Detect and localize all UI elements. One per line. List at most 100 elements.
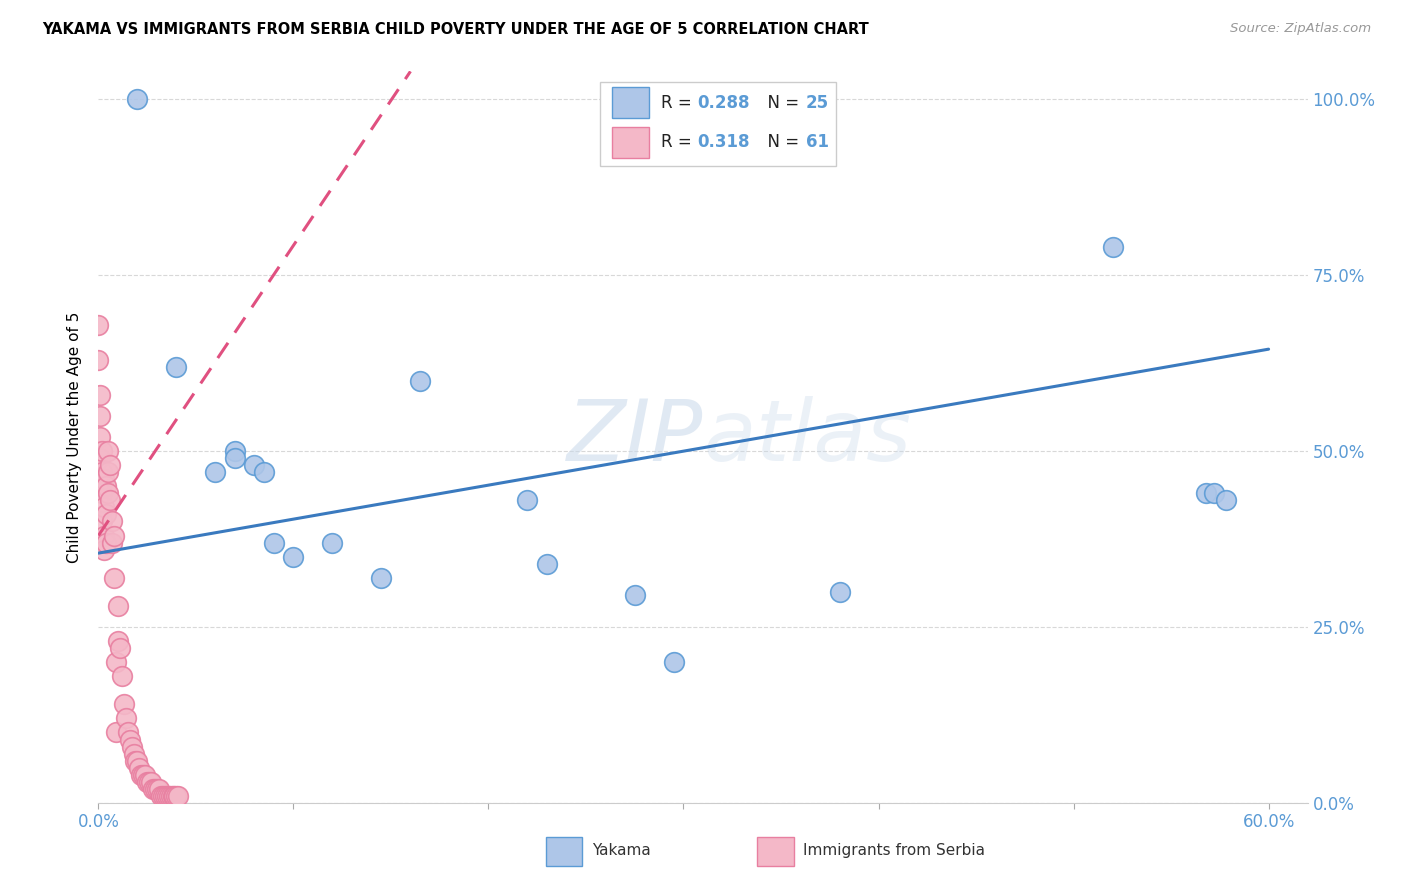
Text: 0.288: 0.288 bbox=[697, 94, 749, 112]
Point bbox=[121, 739, 143, 754]
Point bbox=[118, 732, 141, 747]
Point bbox=[108, 641, 131, 656]
Point bbox=[91, 515, 114, 529]
Point bbox=[159, 789, 181, 803]
FancyBboxPatch shape bbox=[758, 838, 794, 866]
Point bbox=[103, 528, 125, 542]
Point bbox=[143, 781, 166, 796]
FancyBboxPatch shape bbox=[613, 127, 648, 158]
Point bbox=[321, 535, 343, 549]
Point bbox=[127, 754, 149, 768]
Point bbox=[1195, 486, 1218, 500]
Point bbox=[98, 458, 121, 473]
Point bbox=[97, 486, 120, 500]
Point bbox=[107, 599, 129, 613]
Point bbox=[165, 789, 187, 803]
Point bbox=[112, 698, 135, 712]
Point bbox=[93, 528, 115, 542]
Point bbox=[662, 655, 685, 669]
Point bbox=[263, 535, 285, 549]
Text: YAKAMA VS IMMIGRANTS FROM SERBIA CHILD POVERTY UNDER THE AGE OF 5 CORRELATION CH: YAKAMA VS IMMIGRANTS FROM SERBIA CHILD P… bbox=[42, 22, 869, 37]
Point bbox=[128, 761, 150, 775]
Point bbox=[87, 352, 110, 367]
Point bbox=[1101, 240, 1123, 254]
Point bbox=[828, 584, 851, 599]
Point bbox=[165, 359, 187, 374]
Text: R =: R = bbox=[661, 94, 697, 112]
Point bbox=[1202, 486, 1225, 500]
Point bbox=[146, 781, 169, 796]
Point bbox=[89, 430, 111, 444]
Point bbox=[142, 781, 165, 796]
Text: Yakama: Yakama bbox=[592, 843, 651, 858]
Point bbox=[253, 465, 276, 479]
Point bbox=[122, 747, 145, 761]
Point bbox=[93, 472, 115, 486]
Point bbox=[93, 542, 115, 557]
Point bbox=[623, 588, 645, 602]
Text: 0.318: 0.318 bbox=[697, 133, 749, 152]
Point bbox=[101, 535, 124, 549]
Text: Immigrants from Serbia: Immigrants from Serbia bbox=[803, 843, 986, 858]
Text: N =: N = bbox=[758, 133, 804, 152]
Point bbox=[124, 754, 146, 768]
Point bbox=[104, 655, 127, 669]
Text: atlas: atlas bbox=[703, 395, 911, 479]
Point bbox=[134, 767, 156, 781]
Point bbox=[97, 444, 120, 458]
Point bbox=[224, 444, 246, 458]
Point bbox=[89, 451, 111, 466]
Point bbox=[370, 571, 392, 585]
Point bbox=[156, 789, 179, 803]
Point bbox=[107, 634, 129, 648]
Text: N =: N = bbox=[758, 94, 804, 112]
Point bbox=[96, 479, 118, 493]
Y-axis label: Child Poverty Under the Age of 5: Child Poverty Under the Age of 5 bbox=[67, 311, 83, 563]
Point bbox=[131, 767, 153, 781]
Point bbox=[139, 774, 162, 789]
Point bbox=[114, 711, 136, 725]
Point bbox=[91, 444, 114, 458]
Point bbox=[98, 493, 121, 508]
Point bbox=[138, 774, 160, 789]
Point bbox=[516, 493, 538, 508]
Text: Source: ZipAtlas.com: Source: ZipAtlas.com bbox=[1230, 22, 1371, 36]
Point bbox=[104, 725, 127, 739]
Point bbox=[152, 789, 174, 803]
Point bbox=[1215, 493, 1237, 508]
Point bbox=[162, 789, 184, 803]
Point bbox=[224, 451, 246, 466]
Point bbox=[136, 774, 159, 789]
Point bbox=[157, 789, 180, 803]
Point bbox=[91, 465, 114, 479]
Point bbox=[148, 781, 170, 796]
Text: R =: R = bbox=[661, 133, 697, 152]
Text: 25: 25 bbox=[806, 94, 830, 112]
Point bbox=[117, 725, 139, 739]
Point bbox=[167, 789, 190, 803]
Point bbox=[132, 767, 155, 781]
Text: ZIP: ZIP bbox=[567, 395, 703, 479]
Point bbox=[97, 465, 120, 479]
Point bbox=[283, 549, 305, 564]
Text: 61: 61 bbox=[806, 133, 828, 152]
Point bbox=[243, 458, 266, 473]
FancyBboxPatch shape bbox=[613, 87, 648, 118]
Point bbox=[149, 789, 172, 803]
Point bbox=[93, 500, 115, 515]
Point bbox=[127, 93, 149, 107]
Point bbox=[96, 535, 118, 549]
Point bbox=[409, 374, 432, 388]
Point bbox=[91, 486, 114, 500]
Point bbox=[163, 789, 186, 803]
FancyBboxPatch shape bbox=[600, 82, 837, 167]
Point bbox=[89, 388, 111, 402]
Point bbox=[89, 409, 111, 423]
Point bbox=[536, 557, 558, 571]
Point bbox=[101, 515, 124, 529]
Point bbox=[111, 669, 134, 683]
FancyBboxPatch shape bbox=[546, 838, 582, 866]
Point bbox=[103, 571, 125, 585]
Point bbox=[153, 789, 176, 803]
Point bbox=[96, 508, 118, 522]
